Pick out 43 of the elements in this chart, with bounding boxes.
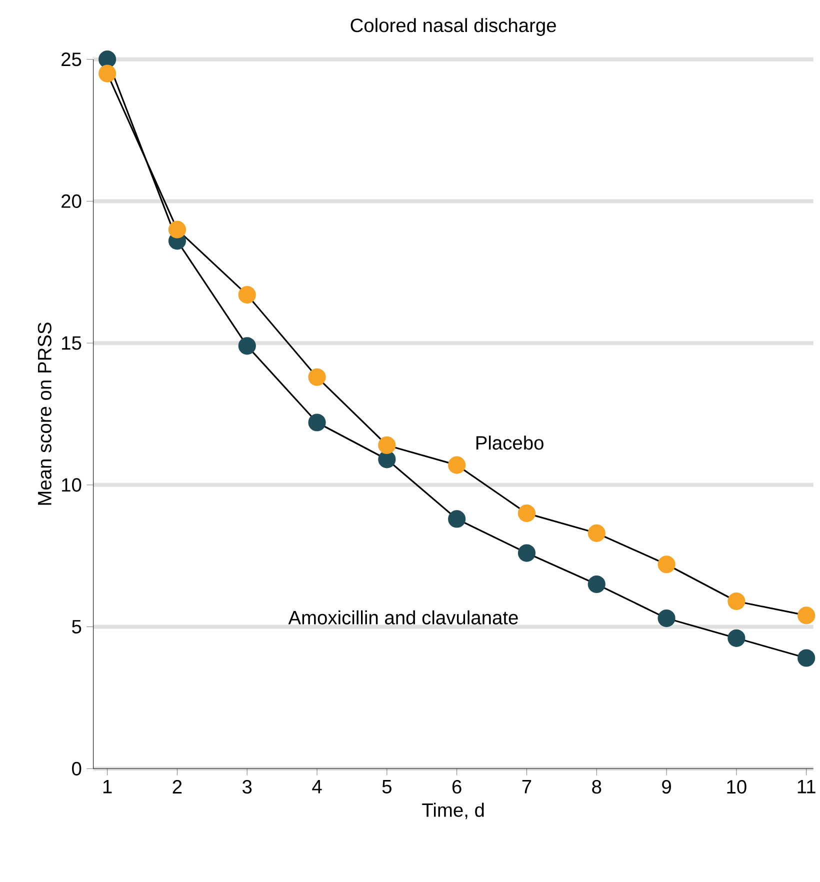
y-tick-label: 20	[62, 194, 82, 208]
point	[238, 337, 256, 355]
x-tick-label: 5	[382, 780, 392, 794]
y-tick-label: 25	[62, 52, 82, 66]
x-tick-label: 2	[172, 780, 182, 794]
point	[658, 556, 676, 574]
point	[448, 510, 466, 528]
x-tick-label: 3	[242, 780, 252, 794]
point	[168, 220, 186, 238]
point	[378, 450, 396, 468]
x-axis-title: Time, d	[422, 802, 484, 820]
point	[728, 629, 746, 647]
point	[588, 524, 606, 542]
point	[518, 544, 536, 562]
x-tick-label: 7	[522, 780, 532, 794]
point	[728, 592, 746, 610]
y-tick-label: 5	[72, 620, 82, 634]
point	[448, 456, 466, 474]
x-tick-label: 4	[312, 780, 322, 794]
y-tick-label: 0	[72, 762, 82, 776]
point	[238, 286, 256, 304]
x-tick-label: 9	[662, 780, 671, 794]
point	[378, 436, 396, 454]
series-label: Placebo	[476, 436, 544, 450]
x-tick-label: 1	[103, 780, 112, 794]
chart-title: Colored nasal discharge	[350, 18, 556, 36]
point	[588, 575, 606, 594]
x-tick-label: 8	[592, 780, 602, 794]
x-tick-label: 6	[452, 780, 462, 794]
point	[798, 649, 816, 667]
point	[798, 606, 816, 624]
point	[308, 414, 326, 432]
y-tick-label: 15	[62, 336, 82, 350]
point	[658, 609, 676, 628]
text: Amoxicillin and clavulanate	[288, 610, 518, 624]
y-tick-label: 10	[62, 478, 82, 492]
point	[308, 368, 326, 386]
point	[518, 504, 536, 522]
x-tick-label: 10	[727, 780, 746, 794]
x-tick-label: 11	[798, 780, 816, 794]
y-axis-title: Mean score on PRSS	[38, 322, 52, 505]
point	[98, 50, 116, 68]
point	[98, 64, 116, 82]
